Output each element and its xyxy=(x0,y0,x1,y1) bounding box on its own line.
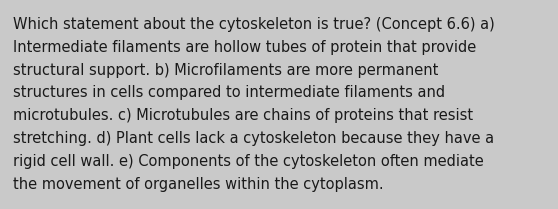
Text: Which statement about the cytoskeleton is true? (Concept 6.6) a): Which statement about the cytoskeleton i… xyxy=(13,17,495,32)
Text: stretching. d) Plant cells lack a cytoskeleton because they have a: stretching. d) Plant cells lack a cytosk… xyxy=(13,131,494,146)
Text: rigid cell wall. e) Components of the cytoskeleton often mediate: rigid cell wall. e) Components of the cy… xyxy=(13,154,484,169)
Text: Intermediate filaments are hollow tubes of protein that provide: Intermediate filaments are hollow tubes … xyxy=(13,40,476,55)
Text: microtubules. c) Microtubules are chains of proteins that resist: microtubules. c) Microtubules are chains… xyxy=(13,108,473,123)
Text: structures in cells compared to intermediate filaments and: structures in cells compared to intermed… xyxy=(13,85,445,100)
Text: structural support. b) Microfilaments are more permanent: structural support. b) Microfilaments ar… xyxy=(13,63,439,78)
Text: the movement of organelles within the cytoplasm.: the movement of organelles within the cy… xyxy=(13,177,384,192)
